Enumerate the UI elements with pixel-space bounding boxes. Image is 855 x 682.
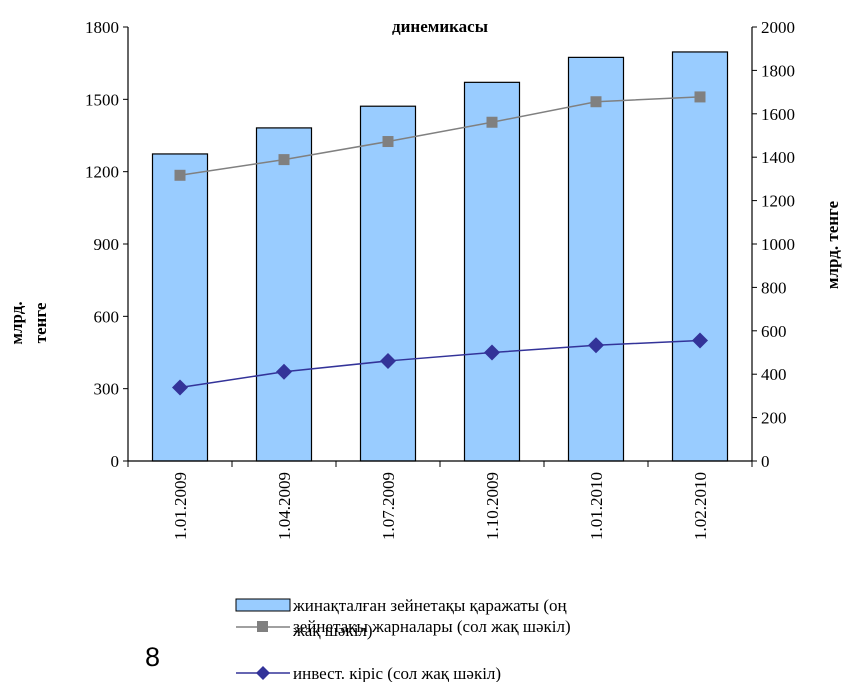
legend-line1-marker xyxy=(257,621,268,632)
left-tick-label: 900 xyxy=(94,235,120,254)
legend-line2-marker xyxy=(256,666,270,680)
series-point xyxy=(278,154,290,166)
right-tick-label: 800 xyxy=(761,278,787,297)
right-tick-label: 1800 xyxy=(761,61,795,80)
legend: жинақталған зейнетақы қаражаты (оң жақ ш… xyxy=(235,596,571,682)
series-point xyxy=(588,337,604,354)
page-number: 8 xyxy=(145,642,161,672)
left-tick-label: 300 xyxy=(94,380,120,399)
axes xyxy=(127,27,753,462)
right-tick-label: 600 xyxy=(761,322,787,341)
series-point xyxy=(380,352,396,369)
bar-series xyxy=(151,51,729,462)
series-point xyxy=(694,91,706,103)
series-point xyxy=(276,363,292,380)
legend-bar-swatch xyxy=(235,598,291,612)
right-tick-label: 200 xyxy=(761,409,787,428)
right-tick-label: 1200 xyxy=(761,192,795,211)
x-category-label: 1.01.2010 xyxy=(587,472,606,540)
x-category-label: 1.02.2010 xyxy=(691,472,710,540)
left-axis-label-line1: млрд. xyxy=(7,301,26,344)
legend-bar-label-line2: жақ шәкіл) xyxy=(292,621,373,640)
right-tick-label: 1400 xyxy=(761,148,795,167)
left-tick-label: 1500 xyxy=(85,90,119,109)
bar xyxy=(151,153,209,462)
right-axis-ticks: 0 200 400 600 800 1000 1200 1400 1600 1800 2000 xyxy=(752,18,795,471)
series-point xyxy=(590,96,602,108)
series-point xyxy=(486,116,498,128)
bar xyxy=(463,81,521,462)
bar xyxy=(359,105,417,462)
x-axis-ticks: 1.01.2009 1.04.2009 1.07.2009 1.10.2009 1.01… xyxy=(127,461,753,540)
right-tick-label: 1000 xyxy=(761,235,795,254)
chart-title: динемикасы xyxy=(392,17,488,36)
bar xyxy=(671,51,729,462)
bar xyxy=(255,127,313,462)
left-tick-label: 600 xyxy=(94,307,120,326)
left-axis-label-line2: тенге xyxy=(31,302,50,343)
series-line xyxy=(179,339,701,389)
right-tick-label: 1600 xyxy=(761,105,795,124)
x-category-label: 1.01.2009 xyxy=(171,472,190,540)
series-line xyxy=(179,96,701,177)
legend-bar-label-line1: жинақталған зейнетақы қаражаты (оң xyxy=(292,596,567,615)
legend-line2-label: инвест. кіріс (сол жақ шәкіл) xyxy=(293,664,501,682)
bar xyxy=(567,56,625,462)
series-point xyxy=(172,379,188,396)
right-tick-label: 0 xyxy=(761,452,770,471)
line-series xyxy=(172,91,708,396)
left-axis-ticks: 0 300 600 900 1200 1500 1800 xyxy=(85,18,128,471)
left-tick-label: 0 xyxy=(111,452,120,471)
right-tick-label: 400 xyxy=(761,365,787,384)
right-tick-label: 2000 xyxy=(761,18,795,37)
x-category-label: 1.04.2009 xyxy=(275,472,294,540)
x-category-label: 1.07.2009 xyxy=(379,472,398,540)
series-point xyxy=(484,344,500,361)
series-point xyxy=(692,332,708,349)
x-category-label: 1.10.2009 xyxy=(483,472,502,540)
series-point xyxy=(174,169,186,181)
left-tick-label: 1800 xyxy=(85,18,119,37)
series-point xyxy=(382,136,394,148)
legend-line1-label: зейнетақы жарналары (сол жақ шәкіл) xyxy=(293,617,571,636)
left-tick-label: 1200 xyxy=(85,163,119,182)
right-axis-label: млрд. тенге xyxy=(823,200,842,289)
